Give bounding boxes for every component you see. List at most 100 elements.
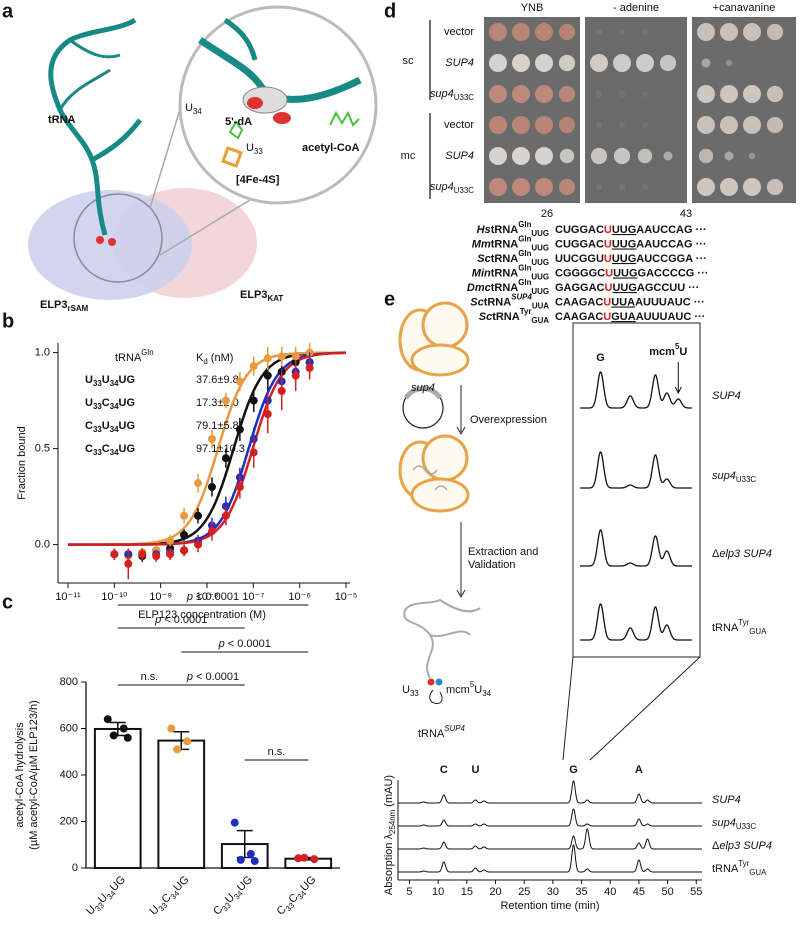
text-part: C [102,443,110,455]
column-header: - adenine [613,2,659,14]
colony-spot [725,59,733,67]
colony-spot [613,54,631,72]
data-point [180,546,189,555]
text-part: ELP3 [40,299,68,311]
trace [580,451,692,489]
text-part: 5 [470,680,475,689]
x-tick-label: 10⁻⁶ [288,591,311,603]
data-point [124,559,133,568]
x-tick-label: 10⁻⁸ [196,591,219,603]
text-part: tRNA [491,253,519,265]
data-point [180,531,189,539]
text-part: 33 [254,147,263,156]
text-part: sup4 [712,817,736,829]
trace-label: sup4U33C [712,817,756,831]
text-part: 34 [110,425,119,434]
group-label: sc [403,55,415,67]
significance-label: p < 0.0001 [186,591,239,603]
colony-spot [743,178,761,196]
colony-spot [697,178,715,196]
text-part: GACCCCG ··· [638,267,709,279]
data-point [249,448,258,457]
text-part: mcm [446,684,470,696]
trace [580,529,692,567]
kd-label: 37.6±9.8 [196,374,239,386]
y-tick-label: 0.0 [35,539,50,551]
trna-inside [412,465,448,491]
text-part: UG [119,374,136,386]
peak-label: C [440,764,448,776]
text-part: tRNA [712,622,739,634]
sequence: CGGGGCUUUGGACCCCG ··· [555,267,708,279]
text-part: 5 [675,342,680,351]
colony-spot [641,28,649,36]
y-axis-label: Fraction bound [16,426,28,499]
step-label: Validation [468,559,516,571]
text-part: p [186,671,193,683]
sequence: CAAGACUGUAAUUUAUC ··· [555,311,705,323]
text-part: U [604,238,612,250]
x-tick-label: 40 [604,886,616,898]
text-part: 33 [410,689,419,698]
data-point [207,483,216,491]
text-part: 33 [93,379,102,388]
label: U33 [246,142,263,156]
zoom-box [572,322,701,658]
colony-spot [535,116,553,134]
colony-spot [489,85,507,103]
text-part: KAT [268,294,284,303]
zoom-origin [73,193,163,283]
colony-spot [590,147,608,165]
colony-spot [701,58,711,68]
text-part: GUA [749,627,767,636]
text-part: Δ [712,840,720,852]
plate-images [429,17,796,203]
fit-curve [68,351,346,546]
text-part: sup4 [430,181,454,193]
legend-header: Kd (nM) [196,352,233,366]
column-header: +canavanine [713,2,776,14]
text-part: UG [119,420,136,432]
text-part: 34 [110,379,119,388]
trna-sketch [403,598,481,679]
x-tick-label: C33U34UG [211,874,256,919]
trace-label: SUP4 [712,794,741,806]
x-tick-label: 30 [547,886,559,898]
text-part: U [85,397,93,409]
trace [580,371,692,409]
text-part: sup4 [430,88,454,100]
data-point [277,352,286,361]
data-point [109,731,118,740]
trace-label: Δelp3 SUP4 [712,548,772,560]
colony-spot [512,54,530,72]
trace [580,603,692,641]
text-part: SUP4 [445,57,474,69]
position-label: 26 [541,208,553,220]
group-label: mc [401,150,416,162]
text-part: SUP4 [712,390,741,402]
data-point [110,550,119,559]
colony-spot [558,54,576,72]
trace [398,844,702,873]
colony-spot [698,148,714,164]
x-tick-label: C33C34UG [275,874,320,919]
data-point [207,527,216,536]
label: tRNA [48,114,76,126]
x-tick-label: 15 [461,886,473,898]
trna-ribbon [58,38,121,111]
text-part: tRNA [712,863,739,875]
x-tick-label: 10 [432,886,444,898]
text-part: tRNA [418,728,445,740]
text-part: Gln [518,264,531,273]
colony-spot [618,121,626,129]
text-part: SUP4 [445,150,474,162]
text-part: U [604,253,612,265]
x-tick-label: U33C34UG [148,874,193,919]
x-tick-label: 50 [661,886,673,898]
colony-spot [636,54,654,72]
panel-letter: a [2,0,14,22]
data-point [183,737,192,746]
sequence-name: SctRNATyrGUA [479,307,550,325]
x-axis-label: ELP123 concentration (M) [138,609,266,621]
text-part: Sc [470,296,483,308]
